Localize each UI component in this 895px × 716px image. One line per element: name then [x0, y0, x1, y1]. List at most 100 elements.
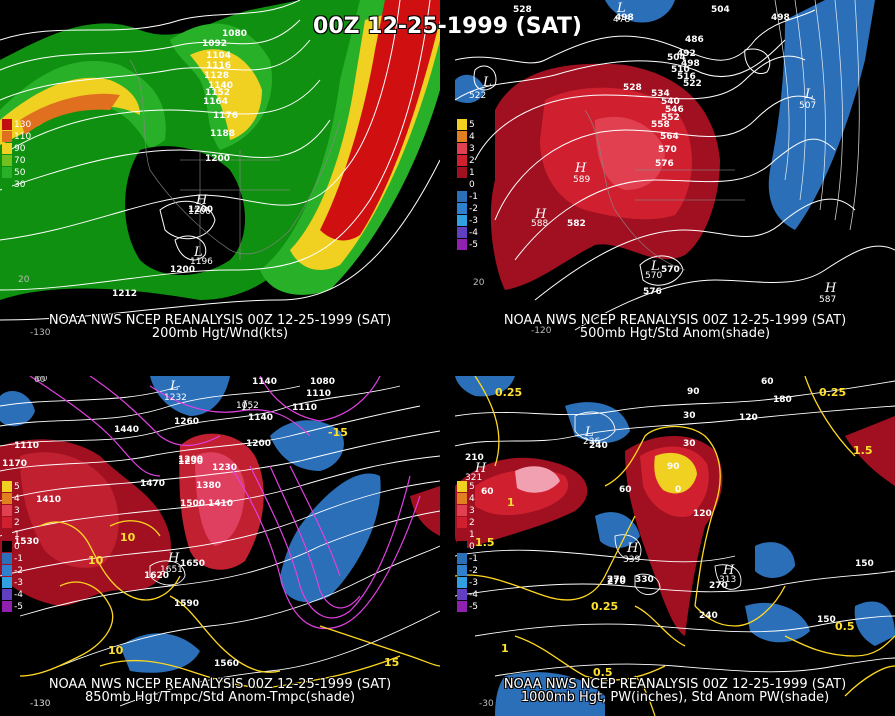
center-value: 339	[623, 555, 640, 565]
center-value: 1206	[188, 207, 211, 217]
high-center: H	[574, 161, 587, 176]
contour-label: 576	[643, 287, 662, 297]
center-value: 1196	[190, 257, 213, 267]
legend-label: 90	[14, 143, 26, 154]
contour-label: 60	[481, 487, 494, 497]
panel-850mb: 1140 1080 1110 1110 1440 1260 1140 1200 …	[0, 376, 440, 716]
low-center: L	[169, 379, 179, 394]
legend-label: 5	[469, 481, 475, 492]
legend-850mb: 5 4 3 2 1 0 -1 -2 -3 -4 -5	[2, 480, 26, 612]
contour-label: 522	[683, 79, 702, 89]
center-value: 507	[799, 101, 816, 111]
contour-label: 90	[667, 462, 680, 472]
legend-label: 30	[14, 179, 26, 190]
contour-label: 528	[623, 83, 642, 93]
contour-label: 0.25	[819, 386, 846, 399]
contour-label: 60	[36, 376, 48, 384]
contour-label: 510	[671, 65, 690, 75]
legend-label: 3	[14, 505, 20, 516]
contour-label: 1560	[214, 659, 239, 669]
center-value: 588	[531, 219, 548, 229]
panel-1000mb: 0.25 0.25 90 60 30 120 180 240 210 60 0 …	[455, 376, 895, 716]
contour-label: 1200	[246, 439, 271, 449]
contour-label: 1410	[208, 499, 233, 509]
high-center: H	[195, 193, 208, 208]
panel-caption-line1: NOAA NWS NCEP REANALYSIS 00Z 12-25-1999 …	[48, 677, 392, 692]
contour-label: 1200	[205, 154, 230, 164]
contour-label: 0.25	[591, 600, 618, 613]
legend-label: 1	[14, 529, 20, 540]
high-center: H	[534, 207, 547, 222]
contour-label: 1128	[204, 71, 229, 81]
contour-label: 570	[658, 145, 677, 155]
contour-label: -130	[30, 699, 51, 709]
contour-label: 1092	[202, 39, 227, 49]
legend-label: 70	[14, 155, 26, 166]
contour-label: 30	[683, 439, 696, 449]
low-center: L	[804, 87, 814, 102]
legend-label: -4	[469, 227, 478, 238]
legend-label: 4	[14, 493, 20, 504]
center-value: 1052	[236, 401, 259, 411]
center-value: 570	[645, 271, 662, 281]
legend-label: 50	[14, 167, 26, 178]
center-value: 522	[469, 91, 486, 101]
contour-label: 1230	[212, 463, 237, 473]
main-title: 00Z 12-25-1999 (SAT)	[313, 14, 582, 39]
legend-label: 3	[469, 143, 475, 154]
legend-label: -3	[469, 577, 478, 588]
contour-label: 120	[739, 413, 758, 423]
contour-label: 0.5	[593, 666, 613, 679]
legend-label: -4	[469, 589, 478, 600]
contour-label: 1	[507, 496, 515, 509]
legend-label: 110	[14, 131, 32, 142]
contour-label: 498	[681, 59, 700, 69]
legend-label: 4	[469, 131, 475, 142]
map-500mb: 528 498 504 486 492 498 504 510 516 522 …	[455, 0, 895, 340]
grid-label: -30	[479, 699, 494, 709]
contour-label: 1530	[14, 537, 39, 547]
panel-caption-line1: NOAA NWS NCEP REANALYSIS 00Z 12-25-1999 …	[503, 677, 847, 692]
legend-label: -1	[469, 553, 478, 564]
contour-label: 1152	[205, 88, 230, 98]
legend-label: -3	[469, 215, 478, 226]
contour-label: 552	[661, 113, 680, 123]
panel-caption-line2: 500mb Hgt/Std Anom(shade)	[579, 326, 771, 341]
legend-label: 5	[14, 481, 20, 492]
contour-label: 270	[607, 575, 626, 585]
contour-label: 564	[660, 132, 679, 142]
legend-label: -2	[469, 203, 478, 214]
contour-label: 1200	[170, 265, 195, 275]
legend-label: 2	[469, 155, 475, 166]
center-value: 313	[719, 575, 736, 585]
contour-label: 240	[699, 611, 718, 621]
contour-label: 1620	[144, 571, 169, 581]
contour-label: 1176	[213, 111, 238, 121]
contour-label: 60	[619, 485, 632, 495]
legend-label: 1	[469, 529, 475, 540]
contour-label: 15	[384, 656, 399, 669]
contour-label: 1212	[112, 289, 137, 299]
contour-label: 90	[687, 387, 700, 397]
contour-label: 1.5	[475, 536, 495, 549]
contour-label: 10	[88, 554, 104, 567]
center-value: 587	[819, 295, 836, 305]
low-center: L	[584, 425, 594, 440]
center-value: 236	[583, 437, 600, 447]
low-center: L	[193, 245, 203, 260]
contour-label: 60	[761, 377, 774, 387]
contour-label: 270	[709, 581, 728, 591]
low-center: L	[650, 259, 660, 274]
contour-label: 1110	[14, 441, 39, 451]
legend-label: 3	[469, 505, 475, 516]
panel-caption-line1: NOAA NWS NCEP REANALYSIS 00Z 12-25-1999 …	[48, 313, 392, 328]
high-center: H	[824, 281, 837, 296]
legend-label: 130	[14, 119, 32, 130]
low-center: L	[482, 75, 492, 90]
high-center: H	[626, 541, 639, 556]
contour-label: 150	[817, 615, 836, 625]
legend-label: -1	[469, 191, 478, 202]
center-value: 478	[613, 15, 630, 25]
contour-label: 504	[711, 5, 730, 15]
contour-label: 492	[677, 49, 696, 59]
